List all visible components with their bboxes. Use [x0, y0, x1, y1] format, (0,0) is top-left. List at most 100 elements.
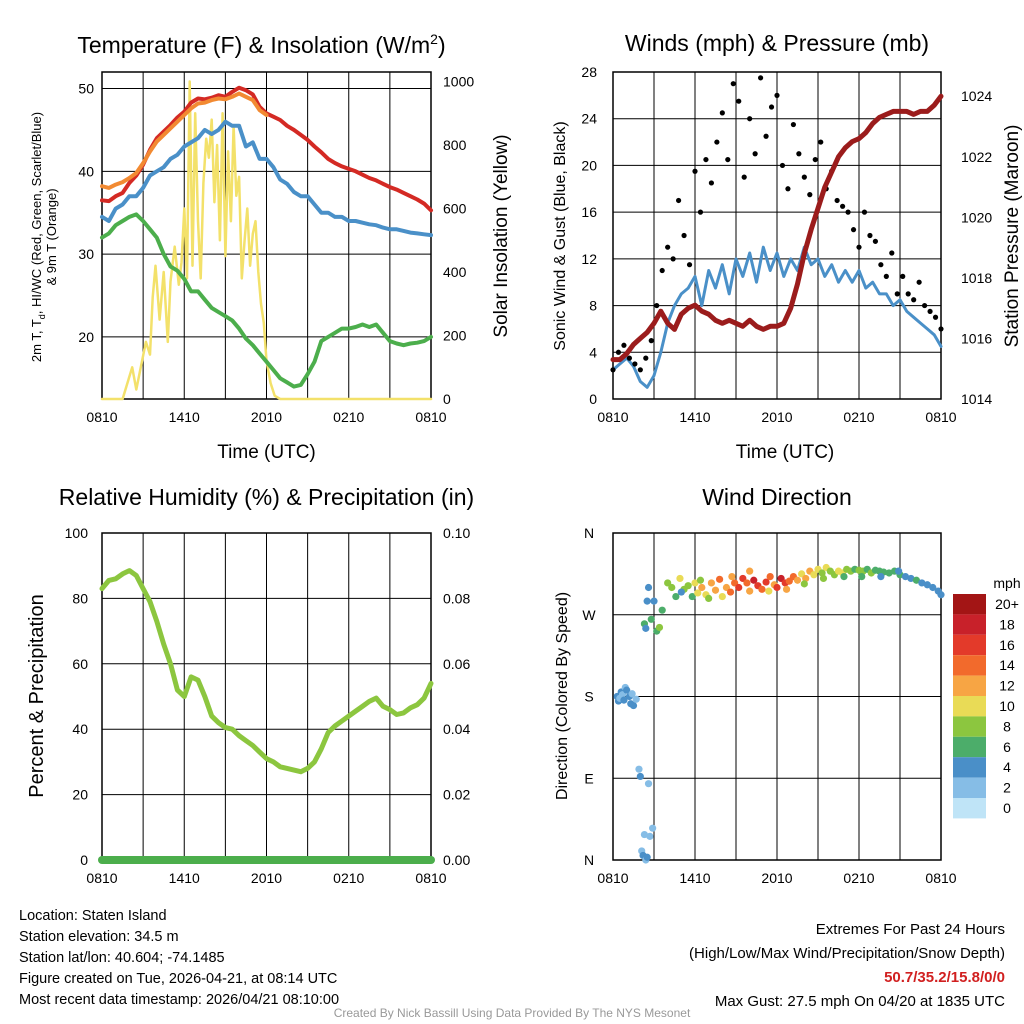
x-tick-label: 0810 [597, 870, 628, 886]
y-tick-label: 16 [581, 204, 597, 220]
colorbar-label: 6 [1003, 739, 1011, 755]
y-axis-label-line2: & 9m T (Orange) [44, 188, 59, 285]
y-axis-label: 2m T, Td, HI/WC (Red, Green, Scarlet/Blu… [29, 112, 47, 362]
direction-point [858, 573, 866, 581]
x-tick-label: 2010 [251, 870, 282, 886]
colorbar-swatch [953, 675, 986, 696]
colorbar-swatch [953, 696, 986, 717]
direction-point [766, 573, 774, 581]
y2-tick-label: 1018 [961, 270, 992, 286]
gust-point [648, 338, 654, 344]
station-location: Location: Staten Island [19, 908, 167, 924]
direction-point [802, 574, 810, 583]
direction-point [746, 587, 754, 595]
colorbar-title: mph [993, 575, 1020, 591]
gust-point [856, 244, 862, 250]
direction-point [644, 583, 653, 592]
gust-point [747, 116, 753, 122]
direction-point [840, 573, 848, 581]
direction-point [655, 623, 664, 632]
gust-point [905, 291, 911, 297]
direction-point [750, 576, 758, 584]
y-tick-label: 20 [72, 787, 88, 803]
station-latlon: Station lat/lon: 40.604; -74.1485 [19, 950, 225, 966]
x-tick-label: 2010 [761, 409, 792, 425]
colorbar-label: 2 [1003, 780, 1011, 796]
y2-axis-label: Station Pressure (Maroon) [1002, 125, 1023, 348]
y-tick-label: N [584, 852, 594, 868]
gust-point [840, 203, 846, 209]
winds-panel: 0810 1410 2010 0210 081004812162024281014101… [552, 30, 1023, 463]
y2-tick-label: 400 [443, 264, 467, 280]
gust-point [697, 209, 704, 215]
direction-point [705, 594, 713, 603]
direction-point [650, 597, 658, 605]
direction-point [640, 830, 649, 839]
title-part: ) [438, 32, 446, 58]
gust-point [807, 192, 813, 198]
direction-point [707, 579, 716, 587]
series-line-relative-humidity [99, 568, 434, 775]
chart-title: Wind Direction [702, 484, 852, 510]
gust-point [736, 98, 742, 104]
x-tick-label: 0810 [86, 870, 117, 886]
direction-point [743, 579, 751, 587]
y2-tick-label: 0 [443, 391, 451, 407]
data-timestamp: Most recent data timestamp: 2026/04/21 0… [19, 992, 340, 1008]
y-tick-label: 4 [589, 344, 597, 360]
figure-created: Figure created on Tue, 2026-04-21, at 08… [19, 971, 338, 987]
y-axis-label: Percent & Precipitation [26, 594, 48, 797]
y-tick-label: 12 [581, 251, 597, 267]
station-elevation: Station elevation: 34.5 m [19, 929, 179, 945]
station-info: Location: Staten Island Station elevatio… [19, 906, 339, 1011]
direction-point [918, 579, 926, 587]
y2-tick-label: 1014 [961, 391, 992, 407]
direction-point [877, 573, 885, 581]
direction-point [746, 567, 754, 575]
y2-tick-label: 0.08 [443, 590, 470, 606]
gust-point [626, 355, 633, 361]
gust-point [643, 355, 649, 361]
direction-point [672, 592, 680, 601]
gust-point [719, 110, 725, 116]
direction-point [923, 581, 931, 589]
y2-tick-label: 600 [443, 201, 467, 217]
direction-point [684, 582, 692, 590]
direction-point [937, 591, 945, 599]
colorbar-swatch [953, 736, 986, 758]
direction-point [668, 583, 676, 592]
y-axis-label: Direction (Colored By Speed) [554, 592, 571, 800]
gust-point [938, 326, 944, 332]
y-tick-label: 40 [72, 721, 88, 737]
y-tick-label: 28 [581, 64, 597, 80]
gust-point [774, 92, 780, 98]
gust-point [708, 180, 715, 186]
y2-tick-label: 0.06 [443, 656, 470, 672]
y-tick-label: N [584, 525, 594, 541]
gust-point [779, 162, 786, 169]
y-tick-label: 20 [581, 157, 597, 173]
y-tick-label: W [582, 607, 596, 623]
direction-point [635, 765, 643, 773]
gust-point [725, 156, 731, 163]
direction-point [818, 569, 826, 577]
gust-point [916, 279, 922, 285]
y-tick-label: 0 [80, 852, 88, 868]
gust-point [741, 174, 747, 180]
extremes-box: Extremes For Past 24 Hours (High/Low/Max… [689, 918, 1005, 1014]
y2-tick-label: 1024 [961, 88, 992, 104]
direction-point [929, 583, 937, 592]
direction-point [711, 586, 720, 594]
direction-point [677, 588, 685, 596]
y-tick-label: 50 [78, 81, 94, 97]
x-tick-label: 0810 [86, 409, 117, 425]
direction-point [782, 585, 791, 593]
x-tick-label: 0810 [415, 409, 446, 425]
direction-point [691, 579, 699, 587]
y2-tick-label: 1000 [443, 74, 474, 90]
gust-point [659, 267, 665, 274]
direction-point [800, 580, 808, 588]
x-tick-label: 2010 [251, 409, 282, 425]
y-axis-label: Sonic Wind & Gust (Blue, Black) [552, 121, 569, 350]
max-gust: Max Gust: 27.5 mph On 04/20 at 1835 UTC [714, 993, 1005, 1010]
